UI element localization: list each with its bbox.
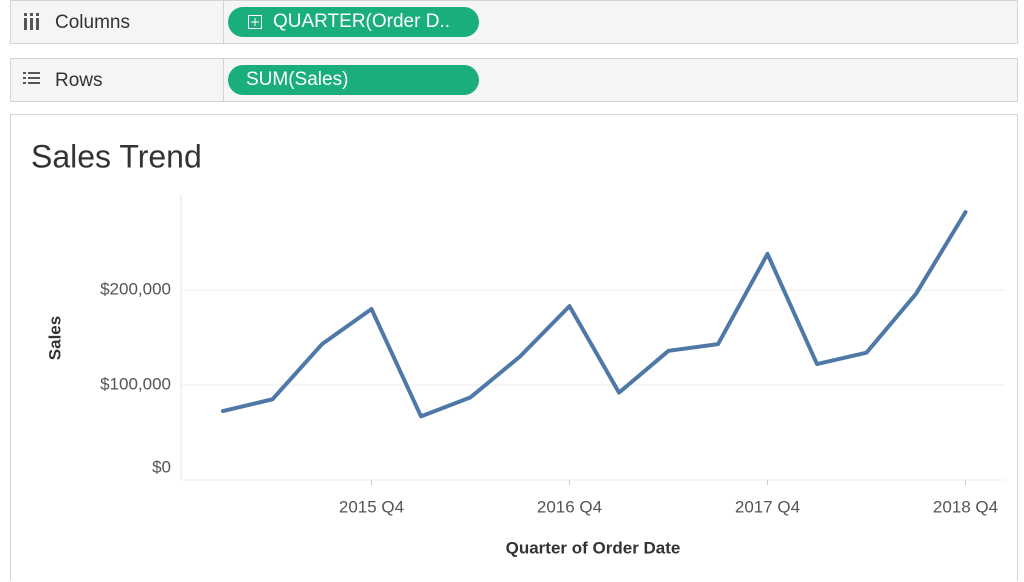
shelf-label: Rows	[11, 59, 224, 101]
rows-shelf: Rows SUM(Sales)	[10, 58, 1018, 102]
x-tick-label: 2017 Q4	[735, 497, 800, 516]
expand-icon[interactable]	[248, 15, 262, 29]
field-pill[interactable]: QUARTER(Order D..	[228, 7, 479, 37]
x-axis-title: Quarter of Order Date	[506, 538, 681, 557]
pill-text: QUARTER(Order D..	[273, 11, 451, 32]
x-tick-label: 2015 Q4	[339, 497, 404, 516]
chart-panel: Sales Trend Quarter of Order Date Sales …	[10, 114, 1018, 581]
shelf-title: Rows	[55, 70, 103, 91]
columns-icon	[24, 13, 39, 30]
rows-icon	[23, 72, 40, 84]
x-tick-label: 2016 Q4	[537, 497, 602, 516]
chart: Sales Trend Quarter of Order Date Sales …	[31, 138, 1004, 557]
y-tick-label: $100,000	[100, 374, 171, 393]
pill-text: SUM(Sales)	[246, 69, 349, 90]
y-tick-label: $200,000	[100, 279, 171, 298]
shelf-label: Columns	[11, 1, 224, 43]
field-pill[interactable]: SUM(Sales)	[228, 65, 479, 95]
columns-shelf: Columns QUARTER(Order D..	[10, 0, 1018, 44]
x-tick-label: 2018 Q4	[933, 497, 998, 516]
shelf-title: Columns	[55, 12, 130, 33]
chart-title: Sales Trend	[31, 138, 202, 174]
sales-line	[221, 210, 968, 419]
y-tick-label: $0	[152, 457, 171, 476]
y-axis-title: Sales	[45, 316, 64, 360]
